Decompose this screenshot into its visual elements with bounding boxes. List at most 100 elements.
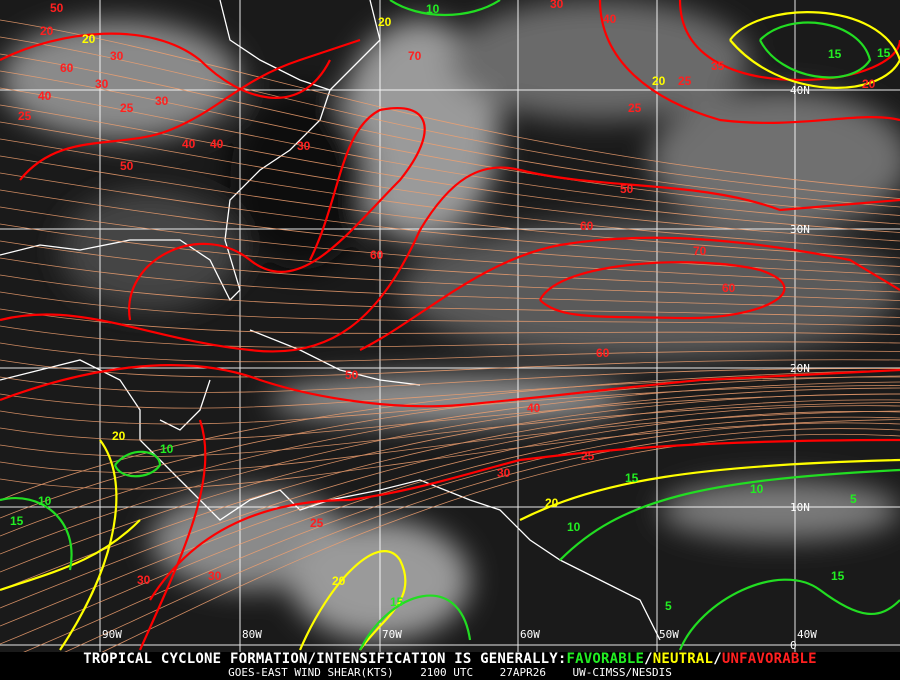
- contour-label-red: 35: [711, 59, 725, 73]
- lat-lon-grid: [0, 0, 900, 652]
- latitude-label: 40N: [790, 84, 810, 97]
- footer-info: GOES-EAST WIND SHEAR(KTS) 2100 UTC 27APR…: [0, 667, 900, 679]
- contour-label-green: 5: [665, 599, 672, 613]
- latitude-label: 30N: [790, 223, 810, 236]
- contour-label-green: 15: [828, 47, 842, 61]
- legend-unfavorable: UNFAVORABLE: [721, 651, 817, 667]
- contour-label-yellow: 20: [378, 15, 392, 29]
- contour-label-red: 25: [18, 109, 32, 123]
- streamline: [0, 291, 900, 327]
- contour-label-red: 25: [581, 449, 595, 463]
- date: 27APR26: [499, 666, 547, 679]
- streamline: [23, 422, 900, 652]
- contour-label-red: 30: [497, 466, 511, 480]
- streamline: [0, 189, 900, 276]
- legend-sep: /: [713, 651, 722, 667]
- contour-label-red: 30: [95, 77, 109, 91]
- contour-label-green: 15: [390, 595, 404, 609]
- contour-label-green: 15: [877, 46, 891, 60]
- streamline: [0, 53, 900, 208]
- contour-label-yellow: 20: [82, 32, 96, 46]
- contour-label-red: 40: [603, 12, 617, 26]
- contour-label-red: 30: [208, 569, 222, 583]
- latitude-label: 0: [790, 639, 797, 652]
- contour-label-green: 10: [750, 482, 764, 496]
- contour-label-red: 40: [182, 137, 196, 151]
- contour-label-red: 60: [722, 281, 736, 295]
- streamline: [0, 369, 900, 501]
- contour-label-red: 30: [297, 139, 311, 153]
- streamline: [0, 402, 900, 457]
- contour-label-yellow: 20: [652, 74, 666, 88]
- streamline: [0, 359, 900, 378]
- map-footer: TROPICAL CYCLONE FORMATION/INTENSIFICATI…: [0, 652, 900, 680]
- contour-label-red: 50: [620, 182, 634, 196]
- streamline: [0, 240, 900, 301]
- contour-label-red: 25: [120, 101, 134, 115]
- streamline: [0, 399, 900, 591]
- source: UW-CIMSS/NESDIS: [572, 666, 672, 679]
- streamline: [0, 410, 900, 474]
- latitude-label: 20N: [790, 362, 810, 375]
- contour-label-red: 40: [38, 89, 52, 103]
- contour-label-green: 10: [160, 442, 174, 456]
- streamline: [0, 381, 900, 537]
- contour-labels: 50 30 25 60 40 50 30 70 40 30 25 30 20 40 50 60 70 60 60 40…: [10, 0, 891, 613]
- streamline: [0, 342, 900, 363]
- longitude-label: 50W: [659, 628, 679, 641]
- streamlines: [0, 19, 900, 652]
- legend-neutral: NEUTRAL: [652, 651, 714, 667]
- streamline: [0, 19, 900, 191]
- contour-label-red: 30: [137, 573, 151, 587]
- contour-label-yellow: 20: [545, 496, 559, 510]
- contour-label-green: 10: [38, 494, 52, 508]
- longitude-label: 80W: [242, 628, 262, 641]
- latitude-label: 10N: [790, 501, 810, 514]
- longitude-label: 60W: [520, 628, 540, 641]
- contour-label-red: 30: [155, 94, 169, 108]
- legend-prefix: TROPICAL CYCLONE FORMATION/INTENSIFICATI…: [83, 651, 567, 667]
- longitude-label: 40W: [797, 628, 817, 641]
- contour-label-red: 60: [596, 346, 610, 360]
- contour-label-green: 10: [567, 520, 581, 534]
- streamline: [0, 393, 900, 441]
- contour-label-green: 10: [426, 2, 440, 16]
- footer-legend: TROPICAL CYCLONE FORMATION/INTENSIFICATI…: [0, 652, 900, 667]
- streamline: [0, 223, 900, 293]
- contour-label-yellow: 20: [112, 429, 126, 443]
- longitude-label: 70W: [382, 628, 402, 641]
- contour-label-red: 40: [527, 401, 541, 415]
- contour-label-red: 50: [50, 1, 64, 15]
- contour-label-red: 30: [550, 0, 564, 11]
- contour-label-red: 25: [678, 74, 692, 88]
- streamline: [0, 387, 900, 555]
- longitude-label: 90W: [102, 628, 122, 641]
- contour-label-red: 60: [580, 219, 594, 233]
- legend-favorable: FAVORABLE: [566, 651, 645, 667]
- shear-contours: [0, 0, 900, 651]
- contour-label-green: 5: [850, 492, 857, 506]
- streamline: [0, 172, 900, 267]
- product-name: GOES-EAST WIND SHEAR(KTS): [228, 666, 394, 679]
- contour-label-green: 15: [625, 471, 639, 485]
- streamline: [64, 428, 900, 652]
- contour-label-red: 60: [370, 248, 384, 262]
- contour-label-red: 25: [628, 101, 642, 115]
- streamline: [0, 385, 900, 425]
- streamline: [0, 121, 900, 242]
- streamline: [0, 104, 900, 233]
- axis-labels: 90W 80W 70W 60W 50W 40W 40N 30N 20N 10N 0: [102, 84, 817, 652]
- streamline: [0, 36, 900, 199]
- streamline: [0, 375, 900, 519]
- contour-label-red: 40: [210, 137, 224, 151]
- contour-label-red: 60: [60, 61, 74, 75]
- streamline: [0, 419, 900, 490]
- contour-label-red: 20: [40, 24, 54, 38]
- streamline: [0, 138, 900, 250]
- streamline: [0, 87, 900, 225]
- contour-label-red: 50: [120, 159, 134, 173]
- streamline: [0, 325, 900, 348]
- streamline: [101, 433, 900, 652]
